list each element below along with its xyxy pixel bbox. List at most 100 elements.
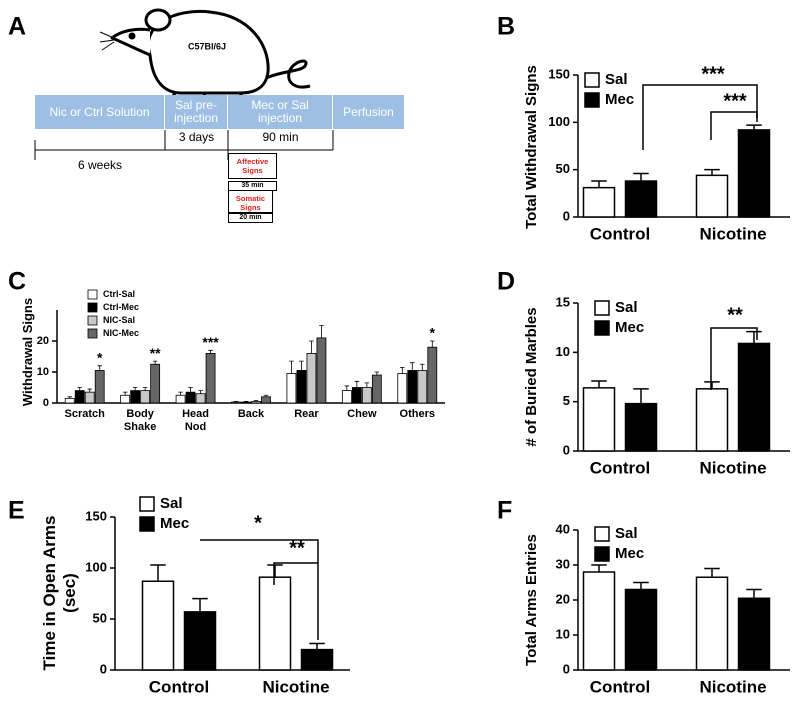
duration-label: 3 days <box>178 130 215 144</box>
y-axis-title: Total Arms Entries <box>523 534 540 666</box>
x-tick-label: Body Shake <box>123 408 157 433</box>
legend-swatch <box>87 315 98 326</box>
bar <box>300 648 334 671</box>
bar <box>407 370 418 404</box>
legend-label: Sal <box>160 495 183 512</box>
error-bar <box>152 360 158 365</box>
panel-label: D <box>497 268 515 296</box>
error-bar <box>633 172 649 182</box>
bar <box>417 370 428 404</box>
y-tick-label: 15 <box>556 294 570 309</box>
bar <box>341 390 352 404</box>
error-bar <box>633 581 649 590</box>
bar <box>361 387 372 404</box>
significance-label: ** <box>289 537 305 559</box>
significance-label: *** <box>701 63 725 85</box>
bar <box>286 373 297 404</box>
panel-label: F <box>497 497 512 525</box>
bar <box>241 401 251 404</box>
bar <box>150 363 161 404</box>
error-bar <box>354 380 360 388</box>
significance-label: * <box>254 512 262 534</box>
y-tick-label: 100 <box>85 559 107 574</box>
x-tick-label: Head Nod <box>182 408 210 433</box>
bar <box>427 346 438 404</box>
y-tick-label: 40 <box>556 521 570 536</box>
error-bar <box>192 597 208 612</box>
error-bar <box>374 371 380 376</box>
duration-label: 6 weeks <box>77 158 123 172</box>
error-bar <box>400 366 405 374</box>
error-bar <box>309 642 325 650</box>
legend-swatch <box>594 546 610 562</box>
x-tick-label: Control <box>590 458 650 477</box>
y-tick-label: 30 <box>556 556 570 571</box>
bar <box>195 393 206 404</box>
timeline-axis <box>34 130 334 160</box>
error-bar <box>364 382 370 388</box>
bar <box>120 394 131 404</box>
y-tick-label: 50 <box>93 610 107 625</box>
bar <box>205 352 216 404</box>
error-bar <box>633 388 649 404</box>
bar <box>351 387 362 404</box>
y-tick-label: 150 <box>548 66 570 81</box>
y-tick-label: 0 <box>43 397 49 409</box>
legend-swatch <box>594 320 610 336</box>
error-bar <box>267 564 283 578</box>
bar <box>737 342 771 452</box>
bar <box>140 390 151 404</box>
x-tick-label: Nicotine <box>699 677 766 696</box>
bar <box>397 373 408 404</box>
mouse-label: C57Bl/6J <box>188 41 226 51</box>
error-bar <box>344 385 350 391</box>
legend-label: Ctrl-Sal <box>103 289 135 299</box>
y-tick-label: 150 <box>85 508 107 523</box>
x-tick-label: Control <box>590 224 650 243</box>
error-bar <box>97 365 102 371</box>
bar <box>94 370 105 404</box>
legend-swatch <box>87 328 98 339</box>
bar <box>130 390 141 404</box>
mouse-drawing <box>99 8 311 100</box>
bar <box>251 401 261 404</box>
legend-label: Mec <box>615 319 644 336</box>
error-bar <box>178 391 183 396</box>
legend-label: Sal <box>615 525 638 542</box>
bar <box>84 391 95 404</box>
bar <box>74 390 85 404</box>
error-bar <box>188 387 193 393</box>
error-bar <box>746 124 762 130</box>
bar <box>737 129 771 218</box>
legend-swatch <box>584 72 600 88</box>
legend-swatch <box>594 300 610 316</box>
error-bar <box>410 362 415 371</box>
y-tick-label: 50 <box>556 161 570 176</box>
duration-label: 90 min <box>262 130 299 144</box>
bar <box>185 391 196 404</box>
error-bar <box>591 180 607 188</box>
y-tick-label: 100 <box>548 114 570 129</box>
error-bar <box>746 588 762 599</box>
legend-label: NIC-Sal <box>103 315 135 325</box>
error-bar <box>299 360 304 371</box>
y-tick-label: 10 <box>556 344 570 359</box>
y-tick-label: 10 <box>556 626 570 641</box>
error-bar <box>208 349 213 354</box>
x-tick-label: Nicotine <box>699 224 766 243</box>
bar <box>183 611 217 671</box>
error-bar <box>87 388 92 393</box>
legend-swatch <box>139 516 155 532</box>
error-bar <box>591 564 607 572</box>
phase-box: Mec or Sal injection <box>228 95 333 129</box>
significance-label: * <box>430 325 436 341</box>
legend-swatch <box>87 302 98 313</box>
y-tick-label: 20 <box>556 591 570 606</box>
panel-label: E <box>8 497 25 525</box>
y-axis-title: # of Buried Marbles <box>523 307 540 447</box>
error-bar <box>704 168 720 176</box>
bar <box>306 352 317 404</box>
significance-bracket <box>200 539 319 640</box>
error-bar <box>746 330 762 344</box>
